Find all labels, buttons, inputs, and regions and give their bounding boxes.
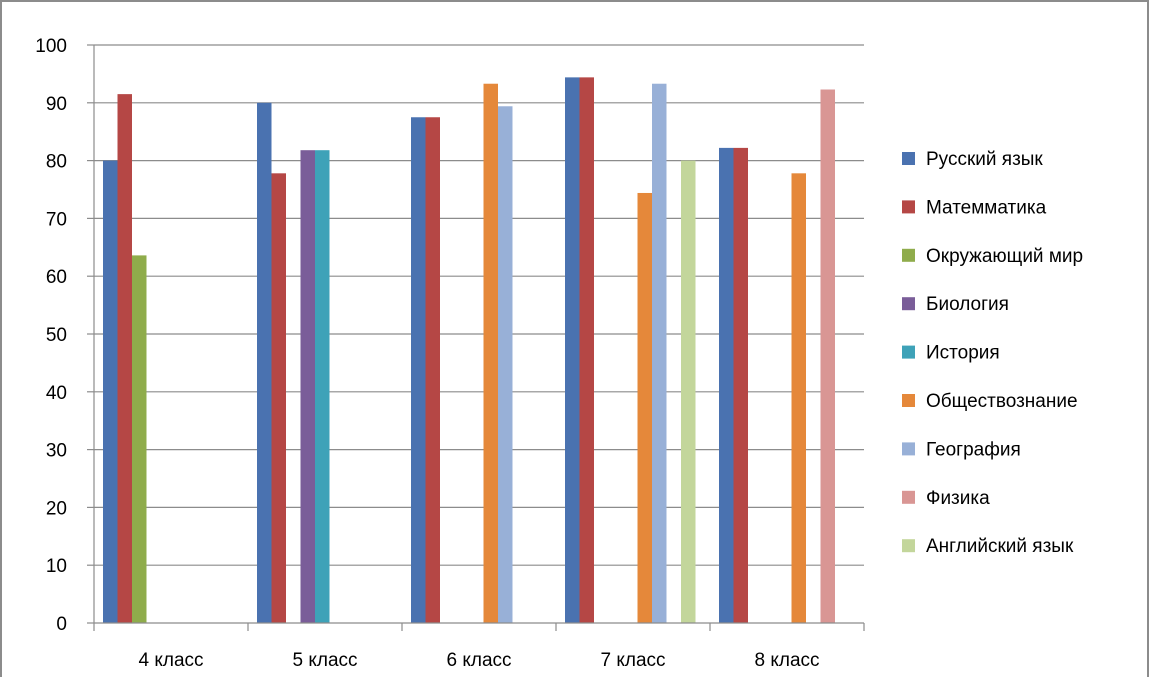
bar-русский-язык-5-класс xyxy=(257,102,272,624)
y-tick-label-0: 0 xyxy=(56,614,67,635)
y-tick-label-30: 30 xyxy=(46,441,67,462)
legend: Русский язык Матемматика Окружающий мир Био… xyxy=(902,149,1083,557)
bar-русский-язык-8-класс xyxy=(719,147,734,623)
legend-label-окружающий-мир: Окружающий мир xyxy=(926,246,1083,267)
legend-label-матемматика: Матемматика xyxy=(926,197,1047,218)
legend-swatch-биология xyxy=(902,297,915,311)
legend-label-история: История xyxy=(926,343,1000,364)
legend-label-английский-язык: Английский язык xyxy=(926,536,1074,557)
y-tick-label-70: 70 xyxy=(46,209,67,230)
bar-матемматика-5-класс xyxy=(271,173,286,624)
bar-обществознание-7-класс xyxy=(637,192,652,623)
legend-swatch-обществознание xyxy=(902,394,915,407)
bar-матемматика-7-класс xyxy=(579,77,594,624)
bar-география-6-класс xyxy=(498,106,513,623)
x-tick-label-5-класс: 5 класс xyxy=(292,650,357,671)
legend-label-география: География xyxy=(926,439,1021,460)
legend-swatch-география xyxy=(902,442,915,456)
y-tick-label-50: 50 xyxy=(46,325,67,346)
bar-окружающий-мир-4-класс xyxy=(132,255,147,623)
y-tick-label-90: 90 xyxy=(46,94,67,115)
bar-история-5-класс xyxy=(315,150,330,624)
y-tick-labels: 0 10 20 30 40 50 60 70 80 90 100 xyxy=(35,36,67,635)
bar-матемматика-6-класс xyxy=(425,117,440,623)
y-tick-label-100: 100 xyxy=(35,36,67,57)
legend-label-обществознание: Обществознание xyxy=(926,391,1078,412)
legend-swatch-русский-язык xyxy=(902,152,915,165)
y-tick-label-20: 20 xyxy=(46,498,67,519)
bar-русский-язык-6-класс xyxy=(411,117,426,623)
legend-swatch-английский-язык xyxy=(902,539,915,553)
legend-swatch-история xyxy=(902,345,915,359)
legend-label-русский-язык: Русский язык xyxy=(926,149,1043,170)
x-tick-label-6-класс: 6 класс xyxy=(446,650,511,671)
y-tick-label-40: 40 xyxy=(46,383,67,404)
legend-label-физика: Физика xyxy=(926,488,990,509)
bar-матемматика-8-класс xyxy=(733,147,748,623)
legend-label-биология: Биология xyxy=(926,294,1009,315)
x-tick-labels: 4 класс 5 класс 6 класс 7 класс 8 класс xyxy=(138,650,819,671)
y-tick-label-80: 80 xyxy=(46,152,67,173)
bar-русский-язык-4-класс xyxy=(103,160,118,623)
y-tick-label-60: 60 xyxy=(46,267,67,288)
y-tick-label-10: 10 xyxy=(46,556,67,577)
x-tick-label-4-класс: 4 класс xyxy=(138,650,203,671)
bar-биология-5-класс xyxy=(300,150,315,624)
legend-swatch-окружающий-мир xyxy=(902,248,915,262)
bar-английский-язык-7-класс xyxy=(681,160,696,623)
bar-матемматика-4-класс xyxy=(117,94,132,623)
bar-обществознание-8-класс xyxy=(791,173,806,624)
x-tick-label-7-класс: 7 класс xyxy=(600,650,665,671)
x-tick-label-8-класс: 8 класс xyxy=(754,650,819,671)
legend-swatch-матемматика xyxy=(902,200,915,214)
bar-русский-язык-7-класс xyxy=(565,77,580,624)
bar-география-7-класс xyxy=(652,83,667,623)
bar-физика-8-класс xyxy=(820,89,835,624)
legend-swatch-физика xyxy=(902,490,915,504)
bars xyxy=(103,77,835,624)
axes xyxy=(93,45,865,631)
bar-обществознание-6-класс xyxy=(483,83,498,623)
